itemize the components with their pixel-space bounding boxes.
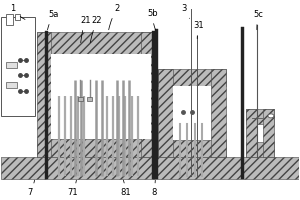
Text: 3: 3 bbox=[182, 4, 190, 18]
Bar bbox=[241, 27, 244, 179]
Bar bbox=[155, 29, 158, 179]
Bar bbox=[1, 157, 299, 179]
Bar bbox=[246, 142, 274, 157]
Circle shape bbox=[268, 114, 274, 118]
Text: 8: 8 bbox=[151, 180, 156, 197]
Bar bbox=[6, 82, 16, 88]
Bar bbox=[52, 54, 152, 139]
Bar bbox=[141, 32, 156, 157]
Bar bbox=[37, 139, 156, 157]
Bar bbox=[15, 14, 20, 20]
Bar bbox=[158, 69, 226, 86]
Bar bbox=[6, 14, 13, 25]
Text: 21: 21 bbox=[80, 16, 91, 43]
Text: 7: 7 bbox=[27, 180, 34, 197]
Text: 5c: 5c bbox=[253, 10, 263, 30]
Bar bbox=[158, 69, 173, 157]
Bar bbox=[87, 97, 92, 101]
Bar bbox=[173, 86, 211, 140]
Bar bbox=[152, 31, 155, 179]
Bar bbox=[1, 17, 35, 116]
Bar bbox=[211, 69, 226, 157]
Text: 22: 22 bbox=[90, 16, 102, 43]
Bar bbox=[262, 109, 274, 157]
Text: 81: 81 bbox=[121, 180, 131, 197]
Bar bbox=[37, 32, 52, 157]
Text: 5a: 5a bbox=[47, 10, 59, 30]
Text: 5b: 5b bbox=[147, 9, 158, 30]
Bar bbox=[78, 97, 82, 101]
Text: 2: 2 bbox=[109, 4, 120, 30]
Text: 31: 31 bbox=[194, 21, 204, 39]
Bar bbox=[246, 109, 257, 157]
Text: 71: 71 bbox=[68, 180, 78, 197]
Bar bbox=[37, 32, 156, 54]
Bar bbox=[246, 109, 274, 124]
Bar bbox=[45, 31, 48, 179]
Text: 1: 1 bbox=[10, 4, 25, 19]
Bar bbox=[6, 62, 16, 68]
Bar bbox=[158, 140, 226, 157]
